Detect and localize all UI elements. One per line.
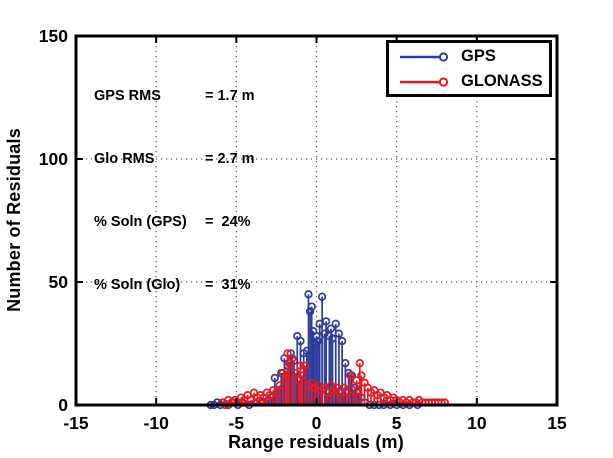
legend-item-glonass: GLONASS: [389, 69, 549, 94]
stem-marker-gps: [305, 307, 315, 316]
stat-row-soln-gps: % Soln (GPS) = 24%: [94, 212, 255, 233]
x-tick-label: 0: [312, 413, 322, 433]
stem-marker-gps: [321, 317, 331, 326]
x-tick-label: -10: [144, 413, 170, 433]
stem-marker-gps: [331, 319, 340, 328]
legend-label-glonass: GLONASS: [461, 72, 543, 90]
stem-marker-glonass: [283, 349, 292, 358]
x-tick-label: 5: [392, 413, 402, 433]
stat-label: % Soln (Glo): [94, 277, 181, 293]
stem-marker-glonass: [357, 371, 366, 380]
stem-marker-gps: [341, 359, 350, 368]
stem-marker-gps: [270, 373, 279, 383]
x-tick-label: -5: [229, 413, 245, 433]
stat-label: % Soln (GPS): [94, 214, 187, 230]
circle-marker-icon: [438, 51, 449, 62]
stat-label: GPS RMS: [94, 88, 161, 104]
stat-value: = 31%: [205, 277, 251, 293]
stem-marker-gps: [296, 336, 305, 346]
x-axis-title: Range residuals (m): [228, 432, 404, 452]
legend-item-gps: GPS: [389, 44, 549, 69]
stem-marker-gps: [317, 292, 327, 301]
stat-label: Glo RMS: [94, 151, 155, 167]
legend-line-sample-gps: [400, 51, 449, 62]
stem-marker-gps: [326, 324, 336, 333]
y-tick-label: 150: [39, 26, 68, 46]
y-tick-label: 50: [49, 272, 69, 292]
x-tick-label: 15: [547, 413, 567, 433]
stat-row-soln-glo: % Soln (Glo) = 31%: [94, 275, 255, 296]
stat-row-gps-rms: GPS RMS = 1.7 m: [94, 86, 255, 107]
legend: GPS GLONASS: [386, 40, 552, 97]
stat-value: = 1.7 m: [205, 88, 255, 104]
legend-label-gps: GPS: [461, 47, 496, 65]
stem-marker-gps: [304, 290, 313, 299]
x-tick-label: -15: [63, 413, 89, 433]
stat-row-glo-rms: Glo RMS = 2.7 m: [94, 149, 255, 170]
stat-value: = 2.7 m: [205, 151, 255, 167]
stem-marker-gps: [334, 329, 344, 338]
stem-marker-glonass: [355, 359, 364, 368]
y-tick-label: 0: [58, 395, 68, 415]
stats-annotation: GPS RMS = 1.7 m Glo RMS = 2.7 m % Soln (…: [94, 44, 255, 338]
y-axis-title: Number of Residuals: [4, 128, 24, 312]
stem-marker-glonass: [301, 361, 310, 370]
stem-marker-gps: [338, 336, 347, 346]
circle-marker-icon: [438, 76, 449, 87]
stem-marker-glonass: [346, 371, 355, 380]
stem-marker-glonass: [296, 361, 305, 370]
legend-line-sample-glonass: [400, 76, 449, 87]
stem-marker-glonass: [288, 354, 297, 363]
stem-marker-gps: [307, 302, 316, 311]
y-tick-label: 100: [39, 149, 68, 169]
stat-value: = 24%: [205, 214, 251, 230]
x-tick-label: 10: [467, 413, 487, 433]
